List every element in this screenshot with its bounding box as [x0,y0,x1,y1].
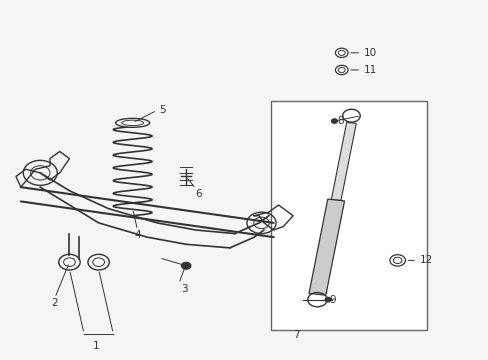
Text: 4: 4 [134,230,141,240]
Text: 6: 6 [195,189,201,199]
Circle shape [331,119,337,123]
Bar [271,102,426,330]
Text: 7: 7 [293,330,299,341]
Text: 11: 11 [363,65,376,75]
Text: 5: 5 [159,105,166,115]
Circle shape [389,255,405,266]
Text: 2: 2 [51,298,58,308]
Text: 9: 9 [329,295,336,305]
Polygon shape [308,199,344,295]
Polygon shape [331,122,356,201]
Circle shape [335,65,347,75]
Text: 12: 12 [419,255,432,265]
Circle shape [325,297,330,302]
Ellipse shape [116,118,149,127]
Text: 8: 8 [336,116,343,126]
Text: 10: 10 [363,48,376,58]
Text: 3: 3 [181,284,187,294]
Text: 1: 1 [93,341,100,351]
Circle shape [335,48,347,58]
Circle shape [181,262,191,269]
